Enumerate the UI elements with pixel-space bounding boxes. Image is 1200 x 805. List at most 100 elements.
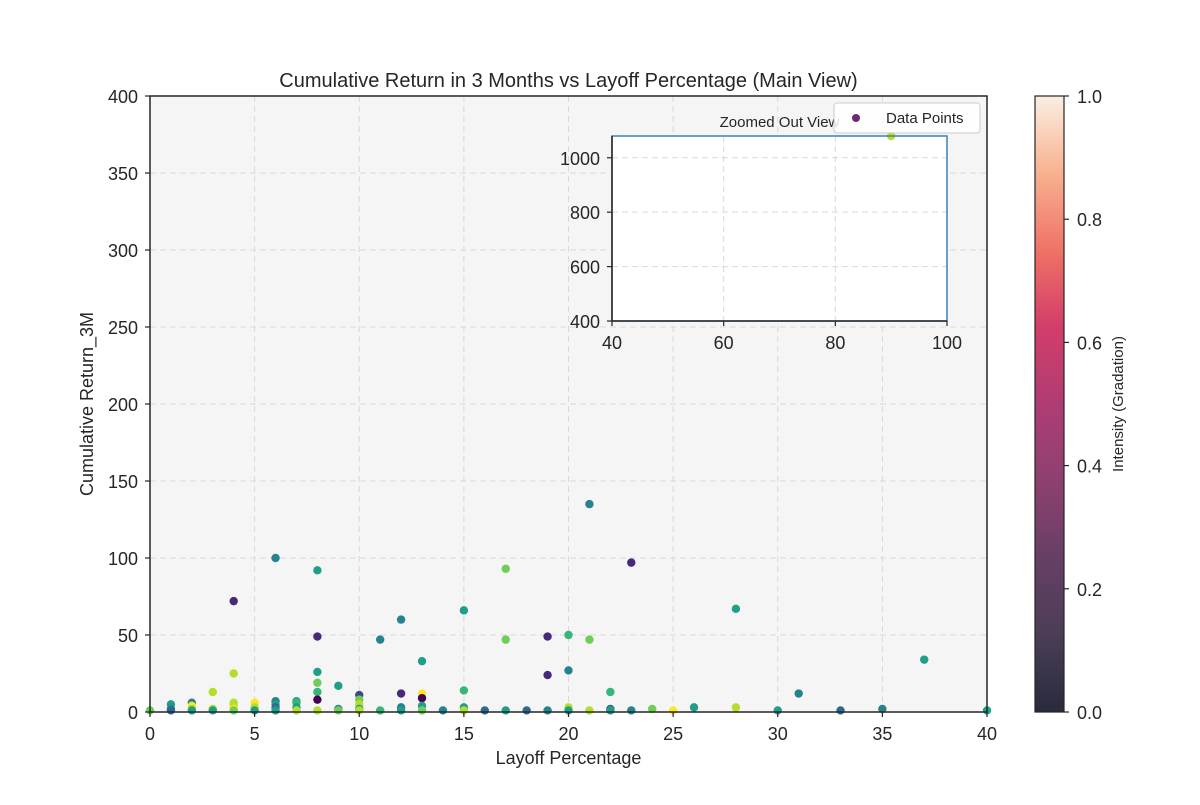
- main-title: Cumulative Return in 3 Months vs Layoff …: [279, 70, 857, 92]
- inset-gridlines: [612, 136, 947, 321]
- main-data-point: [585, 499, 594, 509]
- main-data-point: [480, 706, 489, 715]
- main-x-tick-label: 25: [663, 724, 683, 744]
- main-y-tick-label: 200: [108, 395, 138, 415]
- main-data-point: [396, 706, 406, 715]
- main-data-point: [627, 706, 636, 715]
- main-data-point: [731, 703, 741, 712]
- main-data-point: [271, 553, 280, 563]
- main-y-tick-label: 400: [108, 87, 138, 107]
- main-data-point: [731, 604, 741, 614]
- main-data-point: [501, 706, 510, 715]
- legend-box: [833, 102, 981, 134]
- main-data-point: [417, 693, 427, 703]
- main-x-tick-label: 0: [145, 724, 155, 744]
- main-data-point: [292, 706, 301, 715]
- main-data-point: [627, 558, 636, 567]
- main-data-point: [229, 706, 238, 715]
- colorbar-ticks: 0.0 0.2 0.4 0.6 0.8 1.0: [1064, 87, 1102, 723]
- main-data-point: [334, 681, 343, 691]
- inset-x-tick-label: 100: [932, 333, 962, 353]
- main-x-tick-label: 20: [558, 724, 578, 744]
- main-data-point: [689, 703, 699, 712]
- main-x-tick-label: 5: [250, 724, 260, 744]
- main-data-point: [208, 687, 217, 697]
- main-data-point: [836, 706, 845, 715]
- inset-x-tick-label: 60: [714, 333, 734, 353]
- main-data-point: [313, 706, 322, 715]
- main-data-point: [208, 706, 217, 715]
- main-data-point: [459, 686, 469, 695]
- main-data-point: [522, 706, 531, 715]
- main-data-point: [313, 687, 322, 697]
- colorbar-frame: [1034, 95, 1065, 713]
- main-data-point: [334, 706, 343, 715]
- main-data-point: [501, 635, 510, 644]
- colorbar-tick-label: 0.2: [1077, 580, 1102, 600]
- inset-x-tick-label: 80: [825, 333, 845, 353]
- y-axis-label: Cumulative Return_3M: [77, 312, 98, 496]
- inset-x-tick-label: 40: [602, 333, 622, 353]
- main-data-point: [417, 656, 427, 666]
- main-data-point: [543, 706, 552, 715]
- main-data-point: [166, 706, 176, 715]
- main-y-tick-label: 50: [118, 626, 138, 646]
- colorbar: [1035, 96, 1064, 712]
- legend-marker: [852, 114, 860, 122]
- inset-y-tick-label: 1000: [560, 149, 600, 169]
- inset-title: Zoomed Out View: [720, 114, 840, 131]
- main-data-point: [564, 630, 573, 640]
- main-data-point: [585, 706, 594, 715]
- inset-y-tick-label: 800: [570, 203, 600, 223]
- main-data-point: [313, 678, 322, 687]
- colorbar-tick-label: 1.0: [1077, 87, 1102, 107]
- main-y-tick-label: 150: [108, 472, 138, 492]
- colorbar-tick-label: 0.4: [1077, 457, 1102, 477]
- main-data-point: [543, 632, 552, 641]
- main-data-point: [501, 564, 510, 573]
- main-data-point: [375, 635, 385, 644]
- main-data-point: [878, 704, 887, 714]
- main-data-point: [396, 689, 406, 698]
- main-data-point: [585, 635, 594, 644]
- inset-y-tick-label: 400: [570, 312, 600, 332]
- main-data-point: [417, 706, 427, 715]
- main-y-tick-label: 350: [108, 164, 138, 184]
- main-x-tick-label: 10: [349, 724, 369, 744]
- colorbar-tick-label: 0.0: [1077, 703, 1102, 723]
- main-data-point: [648, 704, 657, 714]
- colorbar-label: Intensity (Gradation): [1110, 336, 1127, 472]
- main-data-point: [606, 706, 615, 715]
- main-y-tick-label: 250: [108, 318, 138, 338]
- main-y-tick-label: 100: [108, 549, 138, 569]
- x-axis-label: Layoff Percentage: [496, 748, 642, 768]
- main-data-point: [606, 687, 615, 697]
- main-data-point: [271, 706, 280, 715]
- main-data-point: [313, 667, 322, 677]
- main-data-point: [229, 596, 238, 606]
- main-data-point: [229, 669, 238, 678]
- legend-label: Data Points: [886, 110, 964, 127]
- main-y-tick-label: 300: [108, 241, 138, 261]
- legend: Data Points: [833, 102, 981, 134]
- main-y-tick-label: 0: [128, 703, 138, 723]
- main-data-point: [543, 670, 552, 680]
- main-data-point: [187, 706, 197, 715]
- main-data-point: [313, 695, 322, 704]
- main-x-tick-label: 35: [872, 724, 892, 744]
- main-x-tick-label: 30: [768, 724, 788, 744]
- inset-ticks: 40 60 80 100 400 600 800 1000: [560, 149, 962, 353]
- main-data-point: [564, 666, 573, 675]
- main-x-tick-label: 40: [977, 724, 997, 744]
- main-data-point: [313, 632, 322, 641]
- main-data-point: [794, 689, 803, 698]
- main-data-point: [313, 566, 322, 575]
- main-data-point: [920, 655, 929, 664]
- colorbar-tick-label: 0.6: [1077, 333, 1102, 353]
- main-data-point: [396, 615, 406, 624]
- main-data-point: [438, 706, 448, 715]
- main-data-point: [459, 606, 469, 615]
- inset-plot-area: [612, 136, 947, 321]
